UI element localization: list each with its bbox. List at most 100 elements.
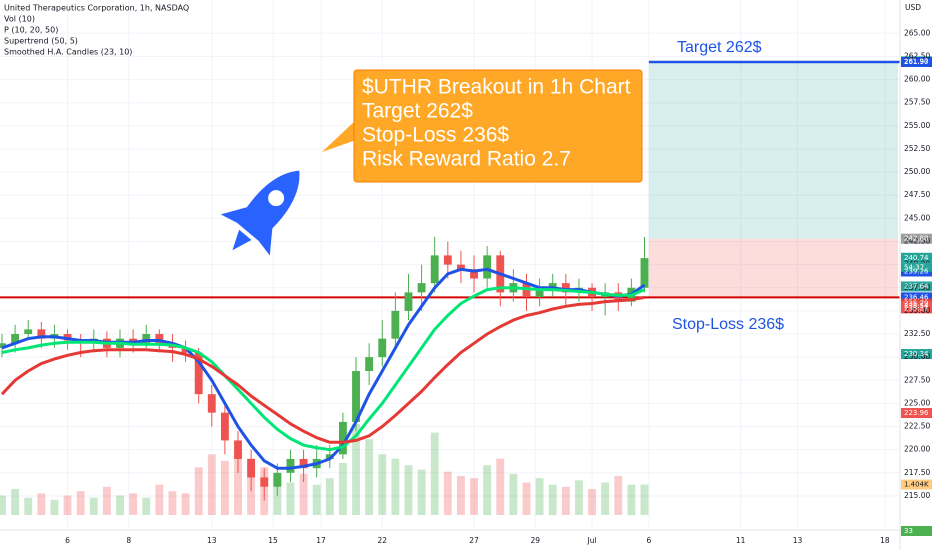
x-tick-label: 18 [880,536,890,545]
chart-title: United Therapeutics Corporation, 1h, NAS… [4,4,189,13]
x-tick-label: 8 [126,536,131,545]
ma-line [0,295,645,444]
volume-bar [207,454,216,515]
volume-bar [37,493,46,515]
volume-bar [116,495,124,515]
y-tick-label: 260.00 [904,75,930,84]
price-tag-label: 261.90 [904,58,929,66]
y-tick-label: 265.00 [904,28,930,37]
volume-bar [0,495,6,515]
indicator-label: Vol (10) [4,15,35,24]
candle-body [470,269,478,279]
candle-body [417,283,426,293]
volume-bar [299,473,308,515]
volume-bar [417,469,426,515]
price-tag-label: 261.97 [904,57,929,65]
volume-bar [129,493,138,515]
price-tag [901,233,932,244]
candle-body [548,283,557,288]
candle-body [338,421,347,455]
target-zone [648,61,898,239]
annotation-line: Target 262$ [362,100,473,123]
x-tick-label: 6 [65,536,70,545]
candle-body [24,329,33,335]
candle-body [640,258,649,288]
volume-bar [601,482,610,515]
misc-tag [901,526,932,536]
price-tag-label: 240.74 [904,254,929,262]
volume-bar [391,458,400,515]
y-tick-label: 247.50 [904,190,930,199]
volume-bar [640,484,649,515]
volume-bar [312,484,321,515]
indicator-label: P (10, 20, 50) [4,26,58,35]
y-tick-label: 237.50 [904,283,930,292]
candle-body [155,334,164,344]
candle-body [352,371,360,422]
candle-body [11,334,20,344]
volume-bar [76,491,85,515]
volume-bar [483,465,492,515]
candle-body [561,283,570,293]
volume-bar [168,491,177,515]
countdown-label: 54:37 [904,263,924,271]
price-tag-label: 230.34 [904,350,929,358]
y-tick-label: 225.00 [904,398,930,407]
candle-body [483,255,492,279]
x-tick-label: 27 [469,536,479,545]
price-tag [901,252,932,263]
y-tick-label: 220.00 [904,445,930,454]
volume-bar [220,460,229,515]
countdown-bg [901,262,932,272]
volume-bar [155,484,164,515]
volume-bar [404,465,413,515]
volume-bar [535,478,544,515]
price-tag [901,292,932,303]
volume-bar [509,473,518,515]
price-tag-label: 235.27 [904,304,929,312]
price-tag-label: 242.80 [904,235,929,243]
y-tick-label: 250.00 [904,167,930,176]
callout-pointer [322,120,356,152]
candle-body [286,458,295,473]
candle-body [37,329,46,339]
price-tag [901,408,932,419]
y-tick-label: 255.00 [904,121,930,130]
price-tag-label: 239.26 [904,267,929,275]
volume-bar [575,480,583,515]
candle-body [273,472,282,487]
y-tick-label: 232.50 [904,329,930,338]
candle-body [299,458,308,469]
candle-body [430,255,439,284]
candle-body [142,334,151,344]
x-tick-label: 11 [736,536,746,545]
volume-bar [456,476,465,515]
candle-body [456,264,465,270]
volume-bar [234,450,242,515]
candle-body [181,347,190,353]
misc-tag-label: 33 [904,527,913,535]
currency-label: USD [905,3,921,12]
y-tick-label: 227.50 [904,375,930,384]
candle-body [0,343,6,348]
annotation-line: Stop-Loss 236$ [362,124,509,147]
candle-body [194,352,203,395]
y-tick-label: 257.50 [904,98,930,107]
volume-tag-label: 1.404K [904,481,929,489]
price-tag [901,303,932,314]
x-tick-label: 13 [207,536,217,545]
plot-area [0,0,932,530]
volume-bar [338,463,347,515]
price-tag-label: 223.96 [904,409,929,417]
indicator-label: Supertrend (50, 5) [4,37,78,46]
candle-body [535,287,544,298]
y-tick-label: 252.50 [904,144,930,153]
y-tick-label: 215.00 [904,491,930,500]
price-tag-label: 235.54 [904,302,929,310]
volume-bar [627,484,636,515]
candle-body [378,338,387,358]
volume-bar [325,478,334,515]
volume-bar [561,486,570,515]
volume-bar [194,467,203,515]
